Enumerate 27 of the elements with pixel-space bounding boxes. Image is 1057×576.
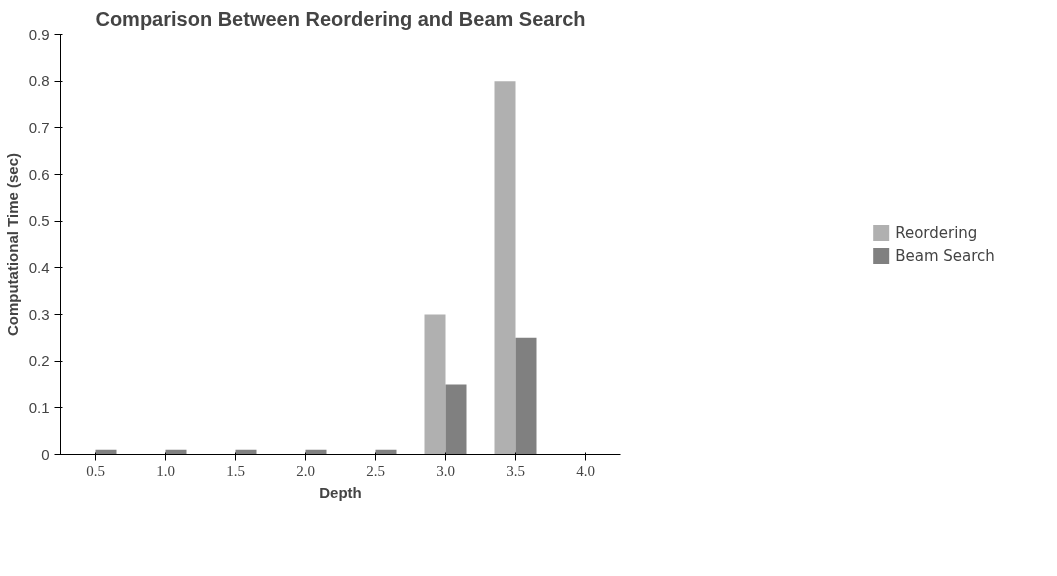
y-tick-label: 0.9 bbox=[28, 25, 50, 43]
bar bbox=[515, 337, 537, 455]
y-tick-label: 0.6 bbox=[28, 165, 50, 183]
y-tick-label: 0 bbox=[41, 445, 50, 463]
y-tick-label: 0.1 bbox=[28, 398, 50, 416]
x-tick-label: 3.0 bbox=[436, 462, 455, 479]
legend-label: Beam Search bbox=[895, 246, 995, 265]
x-tick-label: 2.5 bbox=[366, 462, 385, 479]
x-tick-label: 2.0 bbox=[296, 462, 315, 479]
x-tick-label: 1.0 bbox=[156, 462, 175, 479]
bar bbox=[494, 81, 516, 455]
x-tick-label: 4.0 bbox=[576, 462, 595, 479]
legend-label: Reordering bbox=[895, 223, 978, 242]
y-tick-label: 0.5 bbox=[28, 212, 50, 230]
chart-title: Comparison Between Reordering and Beam Search bbox=[95, 7, 586, 30]
bar bbox=[424, 314, 446, 455]
y-tick-label: 0.7 bbox=[28, 118, 50, 136]
x-tick-label: 0.5 bbox=[86, 462, 105, 479]
y-tick-label: 0.2 bbox=[28, 352, 50, 370]
y-tick-label: 0.3 bbox=[28, 305, 50, 323]
y-axis-title: Computational Time (sec) bbox=[3, 152, 21, 337]
y-tick-label: 0.8 bbox=[28, 72, 50, 90]
bar bbox=[445, 384, 467, 455]
x-axis-title: Depth bbox=[319, 483, 362, 501]
x-tick-label: 1.5 bbox=[226, 462, 245, 479]
y-tick-label: 0.4 bbox=[28, 258, 50, 276]
x-tick-label: 3.5 bbox=[506, 462, 525, 479]
